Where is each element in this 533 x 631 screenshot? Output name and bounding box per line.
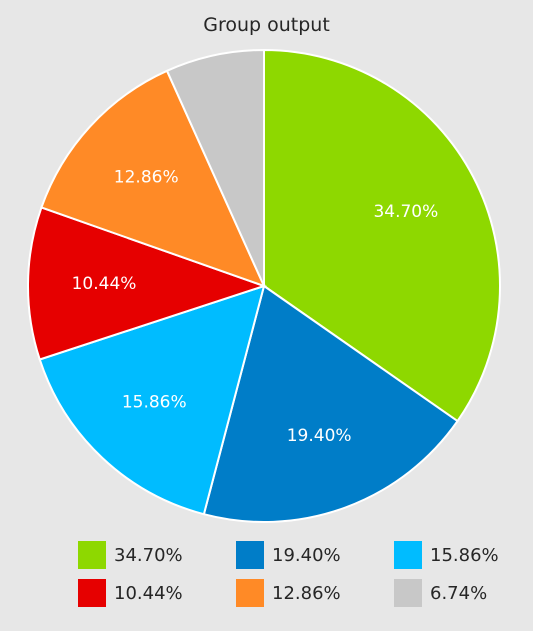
legend-item-4: 10.44% [78, 578, 236, 608]
legend-label: 34.70% [114, 544, 183, 566]
pie-slice-6 [165, 48, 265, 287]
legend: 34.70% 19.40% 15.86% 10.44% 12.86% 6.74% [78, 540, 508, 608]
pie-slice-3 [38, 284, 266, 516]
legend-swatch [236, 541, 264, 569]
slice-label-3: 15.86% [122, 392, 187, 412]
legend-label: 15.86% [430, 544, 499, 566]
pie-slice-1 [263, 48, 501, 423]
pie-slice-4 [27, 206, 268, 361]
chart-title: Group output [203, 14, 330, 36]
slice-label-5: 12.86% [114, 168, 179, 188]
legend-swatch [394, 541, 422, 569]
pie-slice-2 [202, 284, 459, 523]
pie-slice-labels: 34.70% 19.40% 15.86% 10.44% 12.86% [72, 168, 439, 446]
legend-item-5: 12.86% [236, 578, 394, 608]
pie-slices [27, 48, 501, 523]
legend-swatch [236, 579, 264, 607]
legend-label: 6.74% [430, 582, 488, 604]
legend-swatch [78, 579, 106, 607]
legend-item-3: 15.86% [394, 540, 514, 570]
legend-swatch [394, 579, 422, 607]
slice-label-2: 19.40% [287, 426, 352, 446]
legend-item-2: 19.40% [236, 540, 394, 570]
pie-slice-5 [40, 69, 266, 288]
legend-swatch [78, 541, 106, 569]
legend-label: 12.86% [272, 582, 341, 604]
slice-label-1: 34.70% [373, 202, 438, 222]
slice-label-4: 10.44% [72, 274, 137, 294]
legend-item-6: 6.74% [394, 578, 514, 608]
pie-chart: 34.70% 19.40% 15.86% 10.44% 12.86% [27, 48, 501, 523]
legend-item-1: 34.70% [78, 540, 236, 570]
legend-label: 10.44% [114, 582, 183, 604]
legend-label: 19.40% [272, 544, 341, 566]
